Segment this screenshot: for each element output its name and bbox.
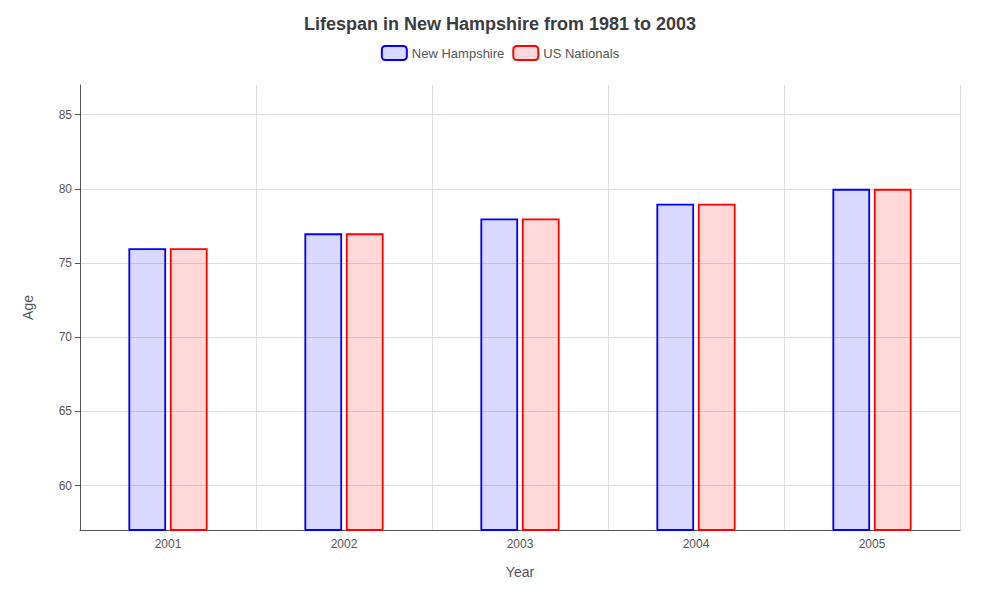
svg-text:75: 75 — [59, 256, 73, 270]
svg-text:Year: Year — [506, 564, 535, 580]
svg-text:65: 65 — [59, 404, 73, 418]
svg-text:2002: 2002 — [331, 537, 358, 551]
svg-text:2004: 2004 — [683, 537, 710, 551]
svg-text:Lifespan in New Hampshire from: Lifespan in New Hampshire from 1981 to 2… — [304, 14, 696, 34]
svg-text:85: 85 — [59, 108, 73, 122]
svg-text:2005: 2005 — [859, 537, 886, 551]
svg-text:Age: Age — [20, 295, 36, 320]
svg-text:US Nationals: US Nationals — [543, 46, 619, 61]
svg-text:New Hampshire: New Hampshire — [412, 46, 504, 61]
svg-text:60: 60 — [59, 479, 73, 493]
svg-text:80: 80 — [59, 182, 73, 196]
svg-text:70: 70 — [59, 330, 73, 344]
svg-text:2001: 2001 — [155, 537, 182, 551]
svg-text:2003: 2003 — [507, 537, 534, 551]
